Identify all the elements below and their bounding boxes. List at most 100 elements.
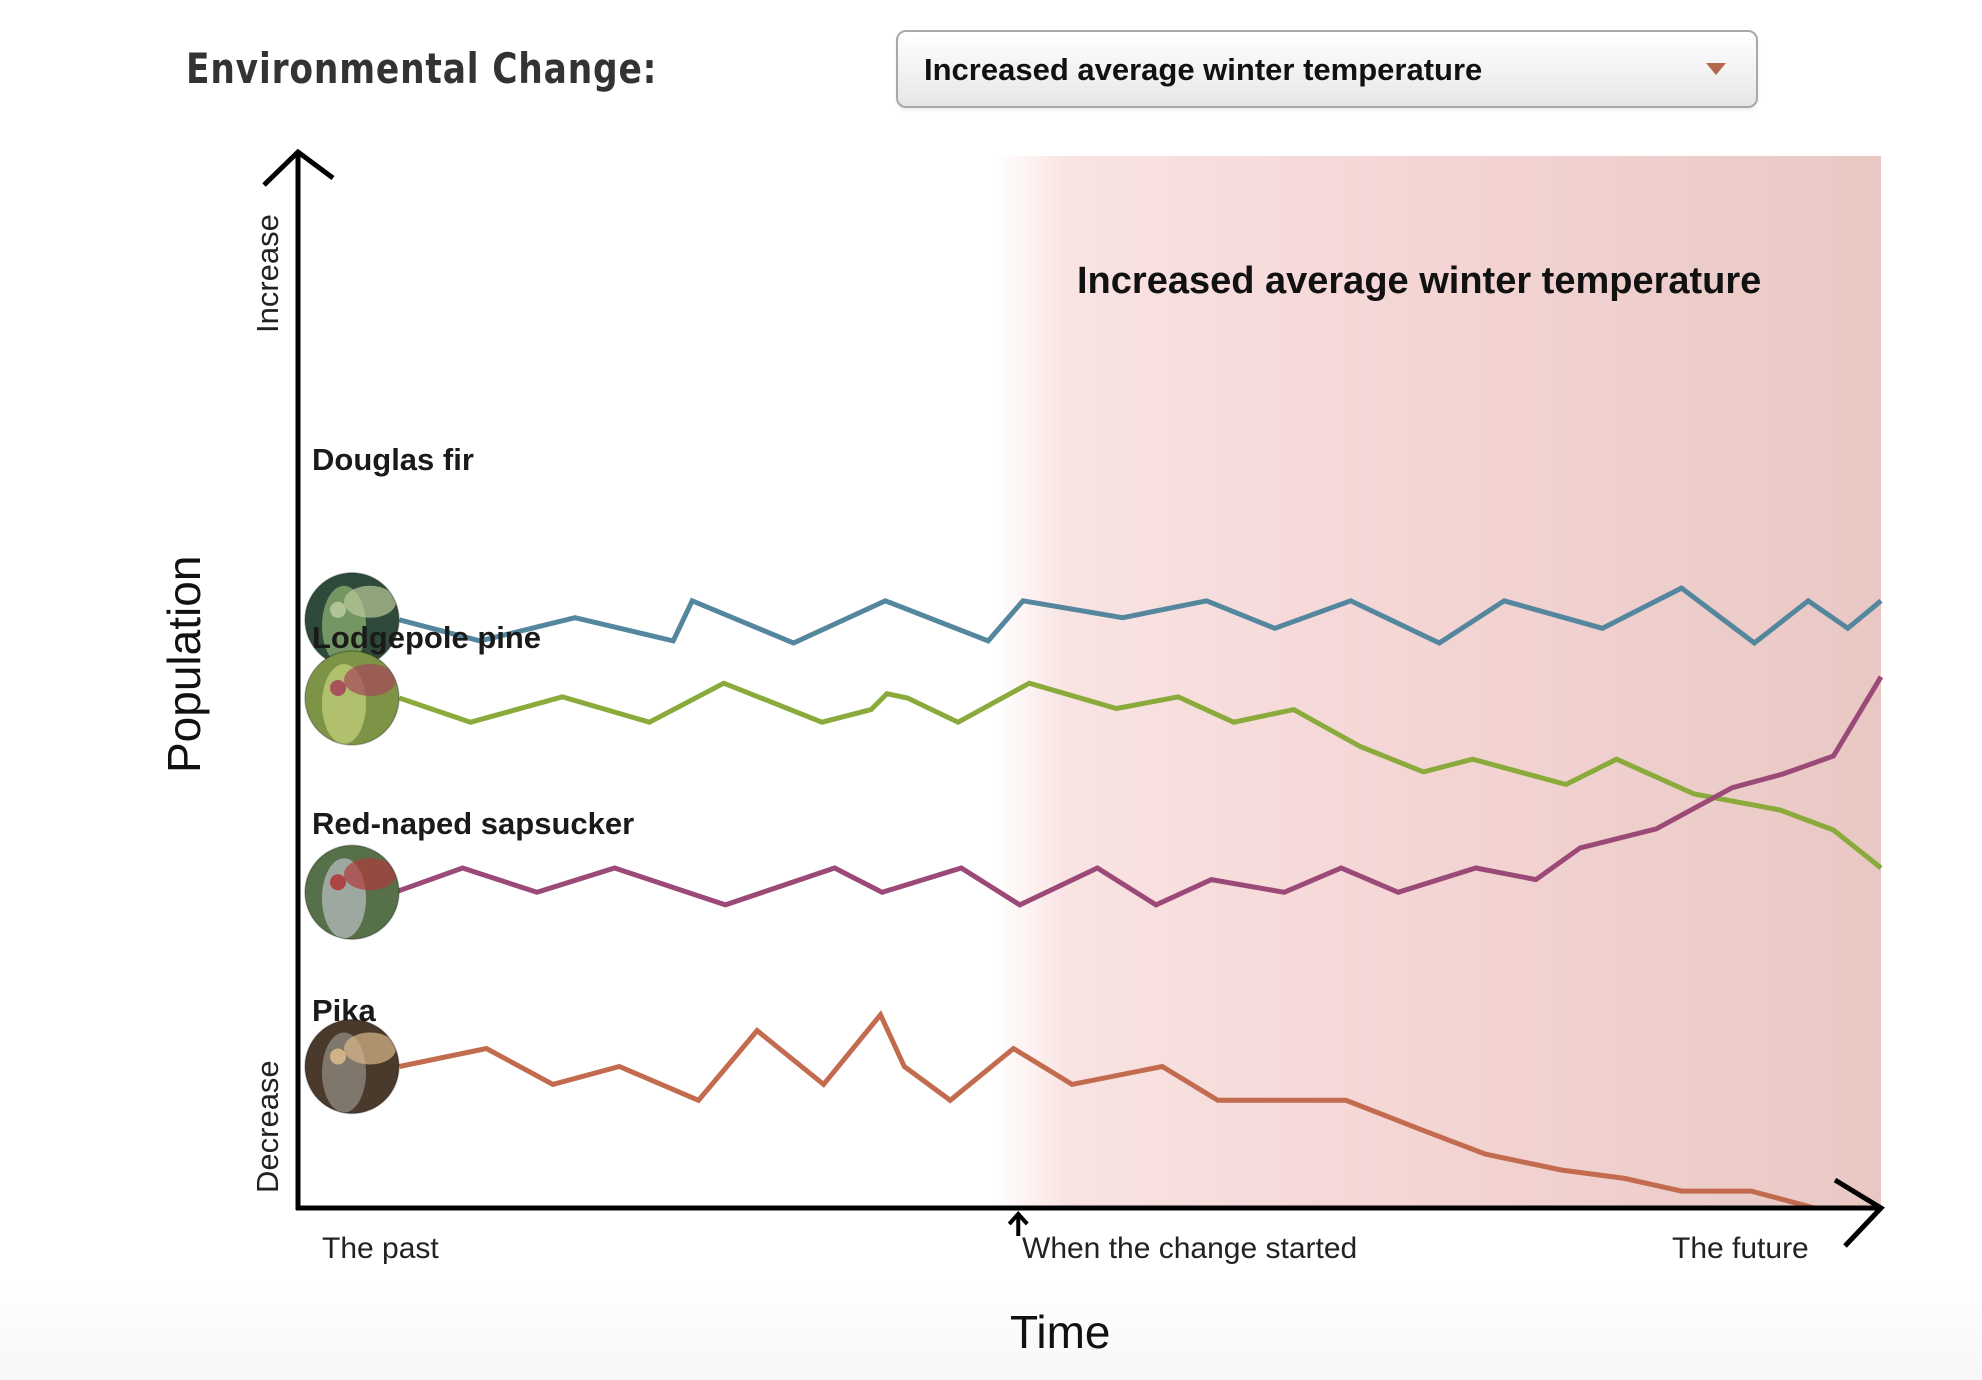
data-point-pika-11 xyxy=(1070,1082,1075,1087)
x-axis-title: Time xyxy=(1010,1306,1111,1358)
data-point-douglas-fir-20 xyxy=(1879,598,1884,603)
data-point-lodgepole-pine-22 xyxy=(1831,828,1836,833)
data-point-douglas-fir-9 xyxy=(1120,615,1125,620)
data-point-lodgepole-pine-11 xyxy=(1114,706,1119,711)
data-point-lodgepole-pine-20 xyxy=(1692,792,1697,797)
data-point-pika-3 xyxy=(617,1064,622,1069)
data-point-douglas-fir-15 xyxy=(1600,626,1605,631)
data-point-douglas-fir-14 xyxy=(1502,598,1507,603)
lodgepole-pine-photo-icon xyxy=(304,650,400,746)
data-point-red-naped-sapsucker-18 xyxy=(1654,826,1659,831)
data-point-red-naped-sapsucker-5 xyxy=(832,866,837,871)
data-point-pika-10 xyxy=(1011,1046,1016,1051)
environmental-change-label: Environmental Change: xyxy=(186,44,658,93)
data-point-red-naped-sapsucker-2 xyxy=(535,890,540,895)
data-point-douglas-fir-6 xyxy=(883,598,888,603)
data-point-red-naped-sapsucker-7 xyxy=(959,866,964,871)
environmental-change-dropdown[interactable]: Increased average winter temperature xyxy=(896,30,1758,108)
data-point-douglas-fir-16 xyxy=(1679,586,1684,591)
data-point-lodgepole-pine-23 xyxy=(1879,866,1884,871)
series-line-lodgepole-pine xyxy=(398,680,1883,870)
data-point-red-naped-sapsucker-4 xyxy=(723,902,728,907)
series-line-douglas-fir xyxy=(398,585,1883,647)
data-point-red-naped-sapsucker-16 xyxy=(1533,877,1538,882)
data-point-lodgepole-pine-8 xyxy=(905,696,910,701)
data-point-douglas-fir-18 xyxy=(1806,598,1811,603)
data-point-douglas-fir-4 xyxy=(690,598,695,603)
data-point-lodgepole-pine-14 xyxy=(1291,707,1296,712)
highlight-region-title: Increased average winter temperature xyxy=(1077,260,1761,302)
data-point-red-naped-sapsucker-20 xyxy=(1780,772,1785,777)
series-label-lodgepole-pine: Lodgepole pine xyxy=(312,620,541,655)
data-point-red-naped-sapsucker-8 xyxy=(1017,902,1022,907)
x-axis-arrowhead xyxy=(1833,1177,1885,1248)
data-point-lodgepole-pine-6 xyxy=(869,707,874,712)
data-point-lodgepole-pine-18 xyxy=(1564,782,1569,787)
data-point-douglas-fir-7 xyxy=(986,638,991,643)
data-point-red-naped-sapsucker-9 xyxy=(1095,866,1100,871)
data-point-lodgepole-pine-15 xyxy=(1358,744,1363,749)
data-point-pika-18 xyxy=(1622,1176,1627,1181)
data-point-lodgepole-pine-16 xyxy=(1421,769,1426,774)
pika-photo-icon xyxy=(304,1018,400,1115)
highlight-region xyxy=(993,156,1881,1208)
data-point-douglas-fir-10 xyxy=(1204,598,1209,603)
douglas-fir-photo-icon xyxy=(304,572,400,668)
series-label-red-naped-sapsucker: Red-naped sapsucker xyxy=(312,806,634,841)
data-point-lodgepole-pine-2 xyxy=(560,694,565,699)
data-point-pika-15 xyxy=(1419,1127,1424,1132)
data-point-pika-13 xyxy=(1215,1098,1220,1103)
data-point-douglas-fir-5 xyxy=(791,641,796,646)
data-point-lodgepole-pine-5 xyxy=(820,720,825,725)
series-line-pika xyxy=(398,1010,1881,1211)
data-point-lodgepole-pine-19 xyxy=(1614,757,1619,762)
data-point-pika-17 xyxy=(1559,1168,1564,1173)
data-point-pika-19 xyxy=(1679,1189,1684,1194)
data-point-red-naped-sapsucker-21 xyxy=(1831,754,1836,759)
data-point-lodgepole-pine-7 xyxy=(884,691,889,696)
data-point-pika-20 xyxy=(1749,1189,1754,1194)
data-point-douglas-fir-3 xyxy=(671,638,676,643)
up-arrow-head xyxy=(1007,1211,1029,1226)
data-point-douglas-fir-8 xyxy=(1021,598,1026,603)
data-point-lodgepole-pine-13 xyxy=(1231,720,1236,725)
data-point-pika-14 xyxy=(1343,1098,1348,1103)
data-point-lodgepole-pine-1 xyxy=(468,720,473,725)
data-point-red-naped-sapsucker-6 xyxy=(880,890,885,895)
data-point-red-naped-sapsucker-17 xyxy=(1578,845,1583,850)
data-point-red-naped-sapsucker-3 xyxy=(612,866,617,871)
data-point-pika-9 xyxy=(948,1098,953,1103)
data-point-pika-5 xyxy=(755,1028,760,1033)
data-point-douglas-fir-19 xyxy=(1845,626,1850,631)
y-axis-title: Population xyxy=(158,556,210,773)
data-point-lodgepole-pine-21 xyxy=(1777,807,1782,812)
y-axis-decrease-label: Decrease xyxy=(250,1060,285,1193)
data-point-red-naped-sapsucker-13 xyxy=(1339,866,1344,871)
y-axis-arrowhead xyxy=(262,148,335,187)
data-point-douglas-fir-13 xyxy=(1437,641,1442,646)
data-point-lodgepole-pine-9 xyxy=(956,720,961,725)
change-started-up-arrow-icon xyxy=(1007,1211,1029,1236)
data-point-douglas-fir-11 xyxy=(1272,626,1277,631)
triangle-down-icon xyxy=(1706,63,1726,75)
data-point-pika-1 xyxy=(484,1046,489,1051)
data-point-pika-8 xyxy=(902,1064,907,1069)
data-point-pika-16 xyxy=(1483,1152,1488,1157)
data-point-red-naped-sapsucker-12 xyxy=(1282,890,1287,895)
data-point-red-naped-sapsucker-14 xyxy=(1396,890,1401,895)
series-label-douglas-fir: Douglas fir xyxy=(312,442,474,477)
data-point-douglas-fir-17 xyxy=(1752,641,1757,646)
data-point-pika-4 xyxy=(696,1098,701,1103)
x-tick-label-future: The future xyxy=(1672,1232,1809,1265)
y-axis-increase-label: Increase xyxy=(250,214,285,333)
data-point-douglas-fir-12 xyxy=(1348,598,1353,603)
x-tick-label-change-started: When the change started xyxy=(1022,1232,1357,1265)
data-point-douglas-fir-2 xyxy=(573,615,578,620)
data-point-lodgepole-pine-4 xyxy=(721,681,726,686)
data-point-red-naped-sapsucker-22 xyxy=(1879,674,1884,679)
data-point-red-naped-sapsucker-15 xyxy=(1473,866,1478,871)
data-point-lodgepole-pine-3 xyxy=(647,720,652,725)
data-point-lodgepole-pine-10 xyxy=(1027,681,1032,686)
x-tick-label-past: The past xyxy=(322,1232,439,1265)
